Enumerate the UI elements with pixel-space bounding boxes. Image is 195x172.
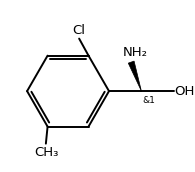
Text: &1: &1 xyxy=(142,96,155,105)
Polygon shape xyxy=(128,61,141,91)
Text: OH: OH xyxy=(175,85,195,98)
Text: NH₂: NH₂ xyxy=(123,46,148,59)
Text: CH₃: CH₃ xyxy=(35,146,59,159)
Text: Cl: Cl xyxy=(72,24,85,37)
